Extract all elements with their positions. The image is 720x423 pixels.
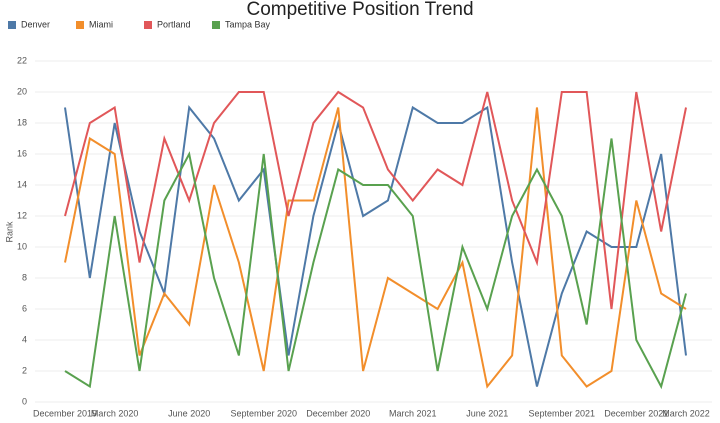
legend-swatch bbox=[8, 21, 16, 29]
legend-label: Tampa Bay bbox=[225, 19, 271, 29]
y-tick-label: 14 bbox=[17, 179, 27, 189]
series-line bbox=[64, 105, 687, 387]
legend-swatch bbox=[144, 21, 152, 29]
y-axis-label: Rank bbox=[4, 221, 14, 243]
series-line bbox=[64, 107, 687, 389]
x-tick-label: March 2022 bbox=[662, 408, 710, 418]
x-tick-label: December 2021 bbox=[604, 408, 668, 418]
x-tick-label: March 2021 bbox=[389, 408, 437, 418]
y-tick-label: 18 bbox=[17, 117, 27, 127]
x-tick-label: December 2020 bbox=[306, 408, 370, 418]
x-tick-label: March 2020 bbox=[91, 408, 139, 418]
chart-title: Competitive Position Trend bbox=[246, 0, 473, 20]
y-tick-label: 20 bbox=[17, 86, 27, 96]
series-line bbox=[64, 90, 687, 310]
y-tick-label: 2 bbox=[22, 365, 27, 375]
series-line bbox=[64, 138, 687, 390]
legend-label: Miami bbox=[89, 19, 113, 29]
legend-swatch bbox=[76, 21, 84, 29]
x-tick-label: September 2020 bbox=[230, 408, 297, 418]
x-tick-label: September 2021 bbox=[529, 408, 596, 418]
x-tick-label: June 2021 bbox=[466, 408, 508, 418]
legend-label: Denver bbox=[21, 19, 50, 29]
x-tick-label: June 2020 bbox=[168, 408, 210, 418]
y-tick-label: 8 bbox=[22, 272, 27, 282]
y-tick-label: 10 bbox=[17, 241, 27, 251]
y-tick-label: 0 bbox=[22, 396, 27, 406]
y-tick-label: 12 bbox=[17, 210, 27, 220]
y-tick-label: 22 bbox=[17, 55, 27, 65]
legend-swatch bbox=[212, 21, 220, 29]
legend-label: Portland bbox=[157, 19, 191, 29]
y-tick-label: 6 bbox=[22, 303, 27, 313]
y-tick-label: 16 bbox=[17, 148, 27, 158]
y-tick-label: 4 bbox=[22, 334, 27, 344]
x-tick-label: December 2019 bbox=[33, 408, 97, 418]
